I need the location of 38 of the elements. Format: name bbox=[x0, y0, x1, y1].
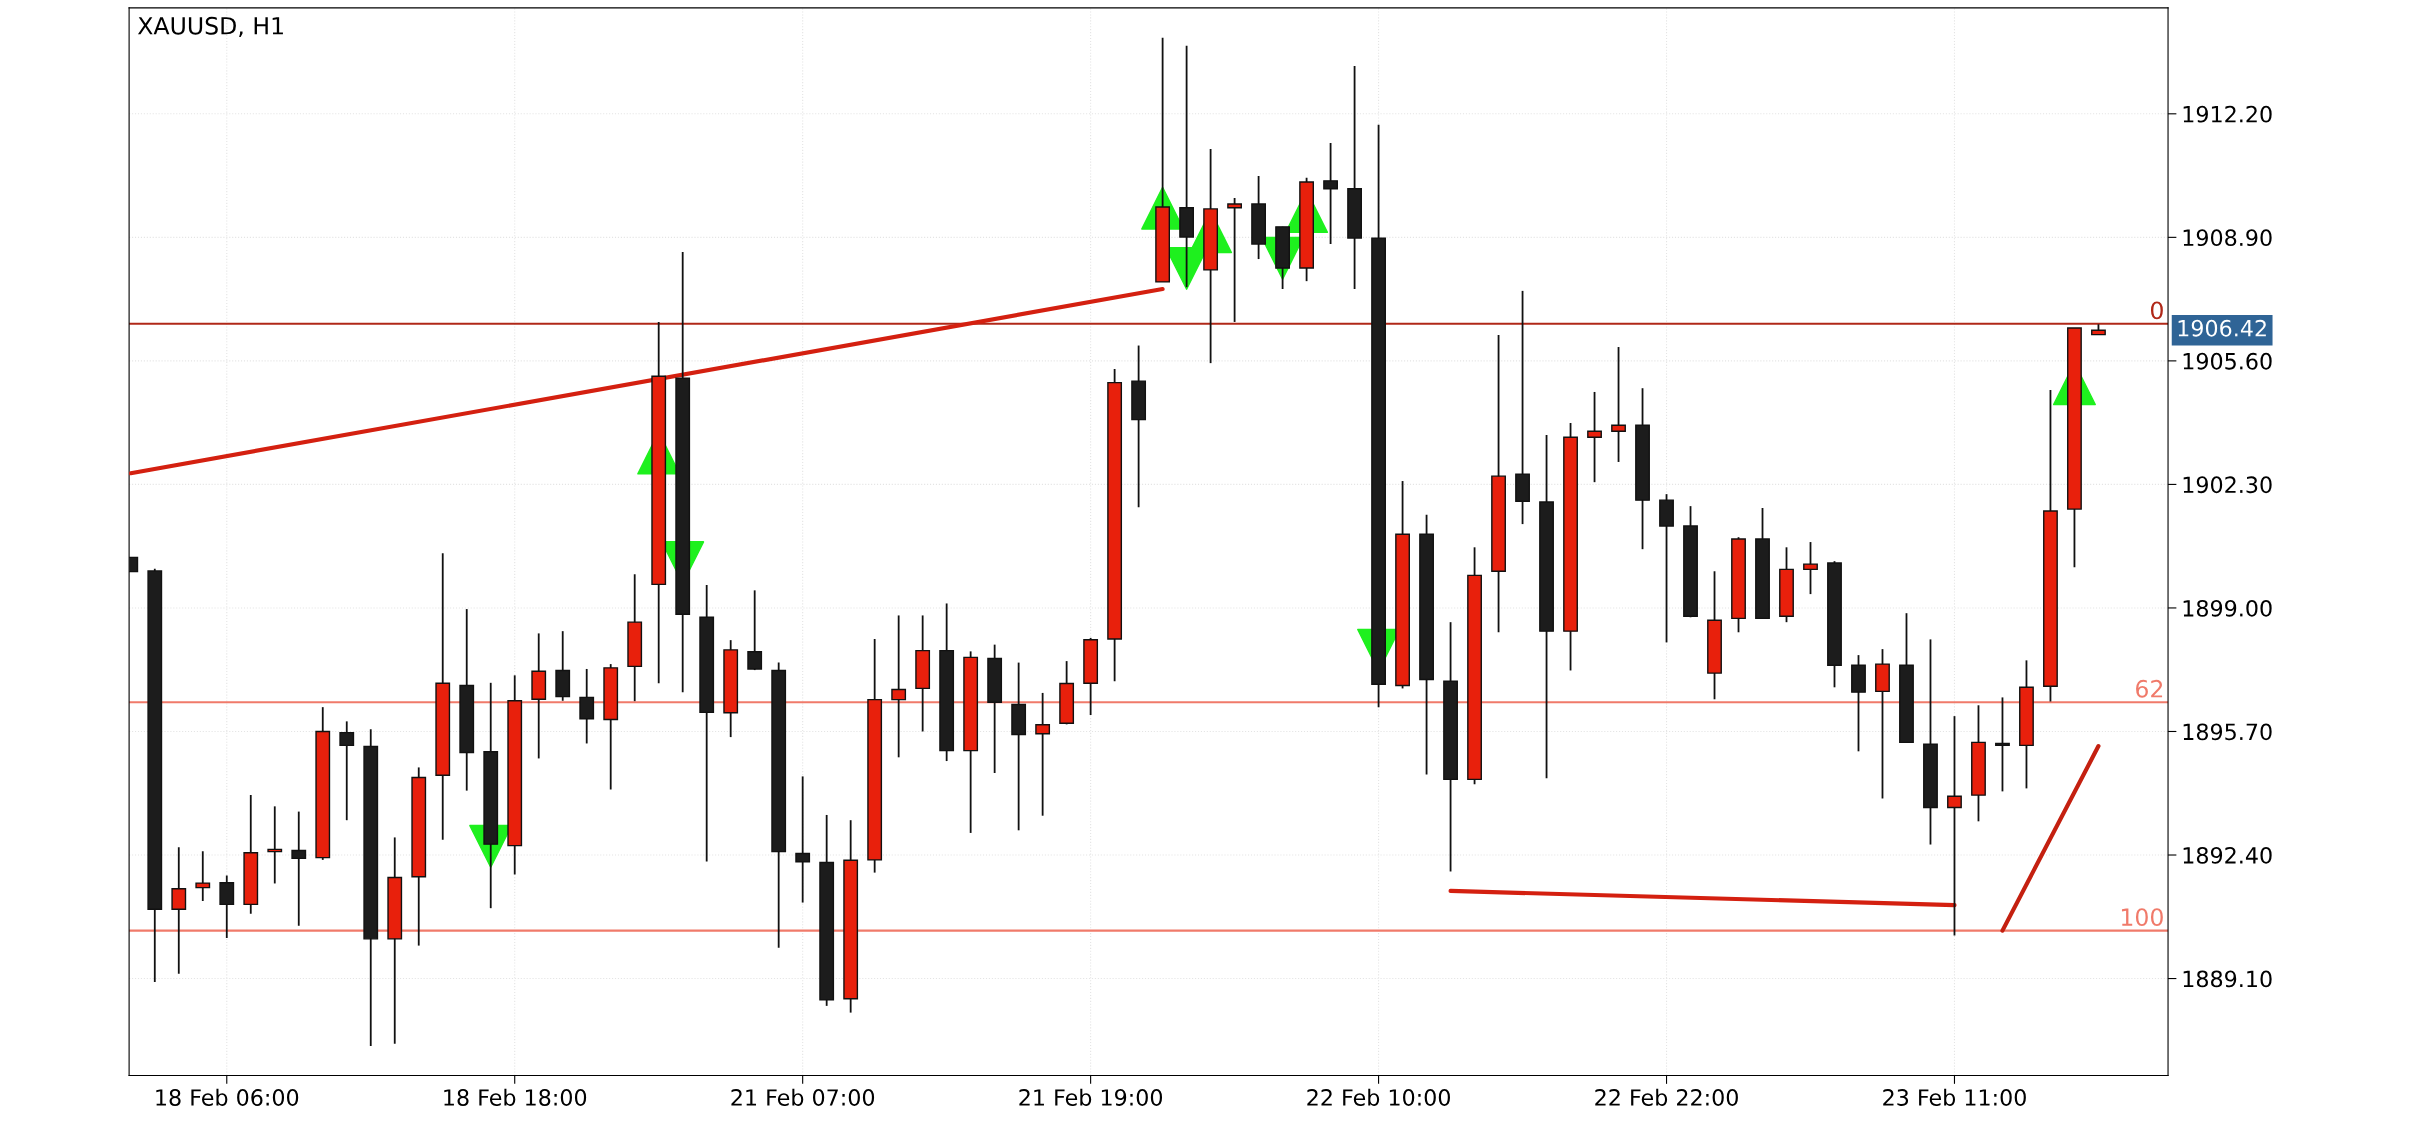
candlestick bbox=[1323, 142, 1338, 245]
text: 100 bbox=[2121, 908, 2163, 927]
y-tick-label: 1905.60 bbox=[2183, 352, 2272, 370]
y-tick-label: 1892.40 bbox=[2183, 846, 2272, 864]
candlestick bbox=[291, 810, 307, 927]
candlestick bbox=[1803, 541, 1818, 596]
text: 62 bbox=[2136, 679, 2163, 698]
y-tick-label: 1912.20 bbox=[2183, 105, 2272, 123]
text: 1906.42 bbox=[2178, 319, 2266, 337]
candlestick bbox=[195, 850, 211, 902]
candlestick bbox=[579, 668, 595, 745]
candlestick bbox=[891, 614, 907, 759]
candlestick bbox=[1227, 197, 1243, 323]
candlestick bbox=[747, 589, 763, 671]
y-tick-label: 1899.00 bbox=[2183, 599, 2272, 617]
y-tick-label: 1908.90 bbox=[2183, 229, 2272, 247]
candlestick bbox=[1515, 289, 1530, 525]
candlestick bbox=[1587, 391, 1602, 484]
chart-title: XAUUSD, H1 bbox=[137, 16, 283, 38]
x-tick-label: 22 Feb 22:00 bbox=[1595, 1088, 1738, 1106]
candlestick bbox=[1035, 692, 1051, 817]
x-tick-label: 21 Feb 07:00 bbox=[731, 1088, 875, 1106]
candlestick bbox=[1611, 346, 1626, 463]
candlestick bbox=[339, 720, 355, 822]
text: 0 bbox=[2150, 301, 2163, 320]
x-tick-label: 18 Feb 06:00 bbox=[156, 1088, 299, 1106]
candlestick bbox=[171, 846, 187, 975]
candlestick bbox=[1947, 715, 1962, 937]
y-tick-label: 1889.10 bbox=[2183, 970, 2272, 988]
y-tick-label: 1902.30 bbox=[2183, 476, 2272, 494]
x-tick-label: 18 Feb 18:00 bbox=[444, 1088, 587, 1106]
candlestick bbox=[219, 874, 235, 940]
x-tick-label: 22 Feb 10:00 bbox=[1307, 1088, 1450, 1106]
y-tick-label: 1895.70 bbox=[2183, 723, 2272, 741]
candlestick bbox=[1995, 696, 2010, 793]
candlestick bbox=[795, 775, 811, 904]
x-tick-label: 23 Feb 11:00 bbox=[1883, 1088, 2026, 1106]
x-tick-label: 21 Feb 19:00 bbox=[1019, 1088, 1163, 1106]
